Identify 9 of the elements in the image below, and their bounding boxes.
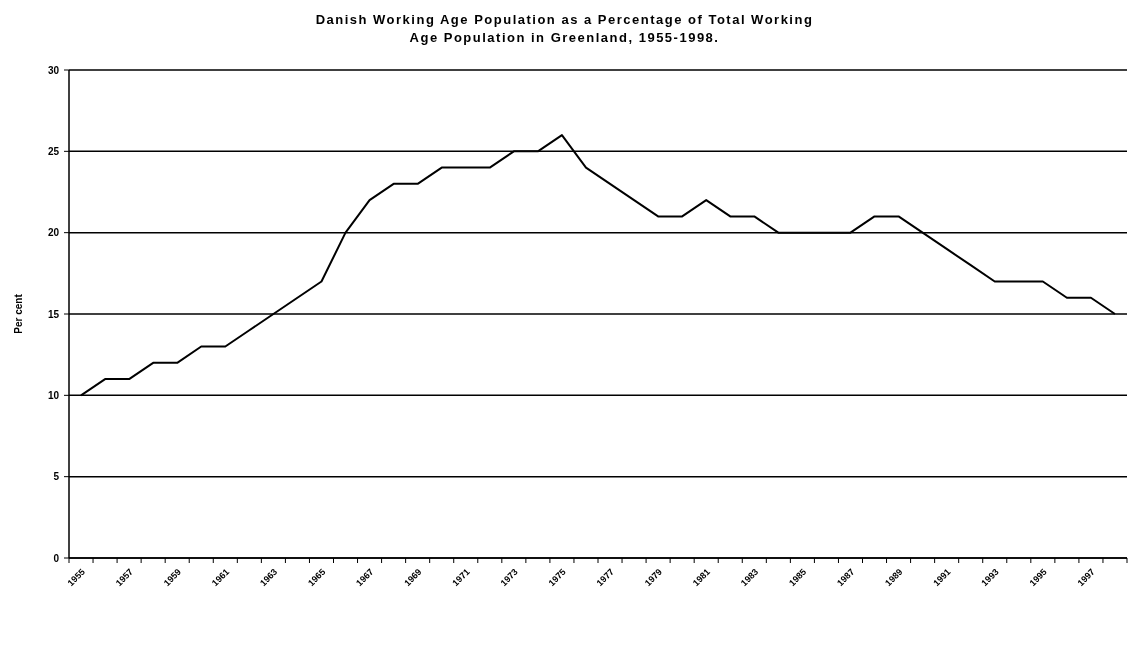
- y-tick-label: 25: [47, 145, 60, 157]
- y-tick-label: 15: [47, 308, 60, 320]
- y-tick-label: 10: [47, 389, 60, 401]
- y-tick-label: 20: [47, 227, 60, 239]
- y-axis-title: Per cent: [13, 293, 24, 334]
- chart-title: Danish Working Age Population as a Percentage of Total Working Age Population in Greenland, 1955-1998.: [315, 12, 814, 45]
- y-tick-label: 0: [53, 552, 60, 564]
- y-tick-label: 30: [47, 64, 60, 76]
- y-tick-label: 5: [53, 471, 60, 483]
